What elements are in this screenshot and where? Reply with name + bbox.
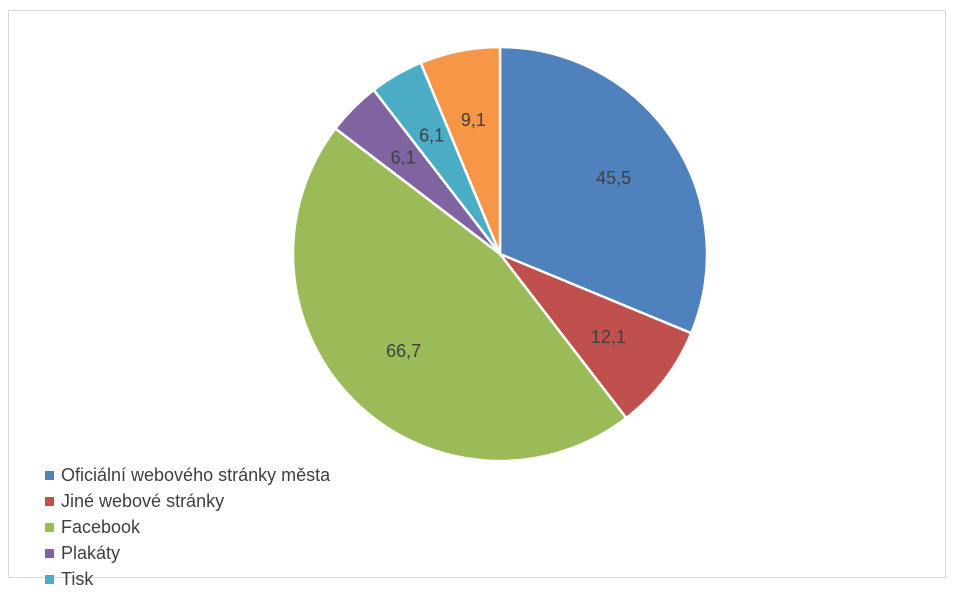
legend-swatch-3 — [45, 522, 54, 532]
legend-item-4: Plakáty — [45, 540, 330, 566]
chart-legend: Oficiální webového stránky města Jiné web… — [45, 462, 330, 592]
legend-swatch-5 — [45, 574, 54, 584]
pie-slice-1 — [498, 45, 709, 335]
chart-area: 45,5 12,1 66,7 6,1 6,1 9,1 Oficiální webového… — [8, 10, 946, 589]
legend-label-2: Jiné webové stránky — [61, 490, 225, 511]
pie-slice-6 — [419, 45, 502, 255]
legend-swatch-2 — [45, 496, 54, 506]
legend-item-1: Oficiální webového stránky města — [45, 462, 330, 488]
data-label-1: 45,5 — [596, 168, 631, 188]
legend-label-1: Oficiální webového stránky města — [61, 464, 331, 485]
legend-label-5: Tisk — [61, 568, 94, 589]
legend-item-2: Jiné webové stránky — [45, 488, 330, 514]
legend-label-3: Facebook — [61, 516, 141, 537]
data-label-5: 6,1 — [419, 126, 444, 146]
pie-slice-3 — [291, 126, 629, 463]
data-label-6: 9,1 — [461, 110, 486, 130]
legend-label-4: Plakáty — [61, 542, 121, 563]
data-label-2: 12,1 — [591, 327, 626, 347]
data-label-4: 6,1 — [391, 148, 416, 168]
pie-chart: 45,5 12,1 66,7 6,16,1 9,1 — [291, 45, 709, 463]
legend-swatch-4 — [45, 548, 54, 558]
legend-swatch-1 — [45, 470, 54, 480]
legend-item-5: Tisk — [45, 566, 330, 592]
data-label-3: 66,7 — [386, 341, 421, 361]
legend-item-3: Facebook — [45, 514, 330, 540]
pie-slice-2 — [496, 251, 693, 420]
